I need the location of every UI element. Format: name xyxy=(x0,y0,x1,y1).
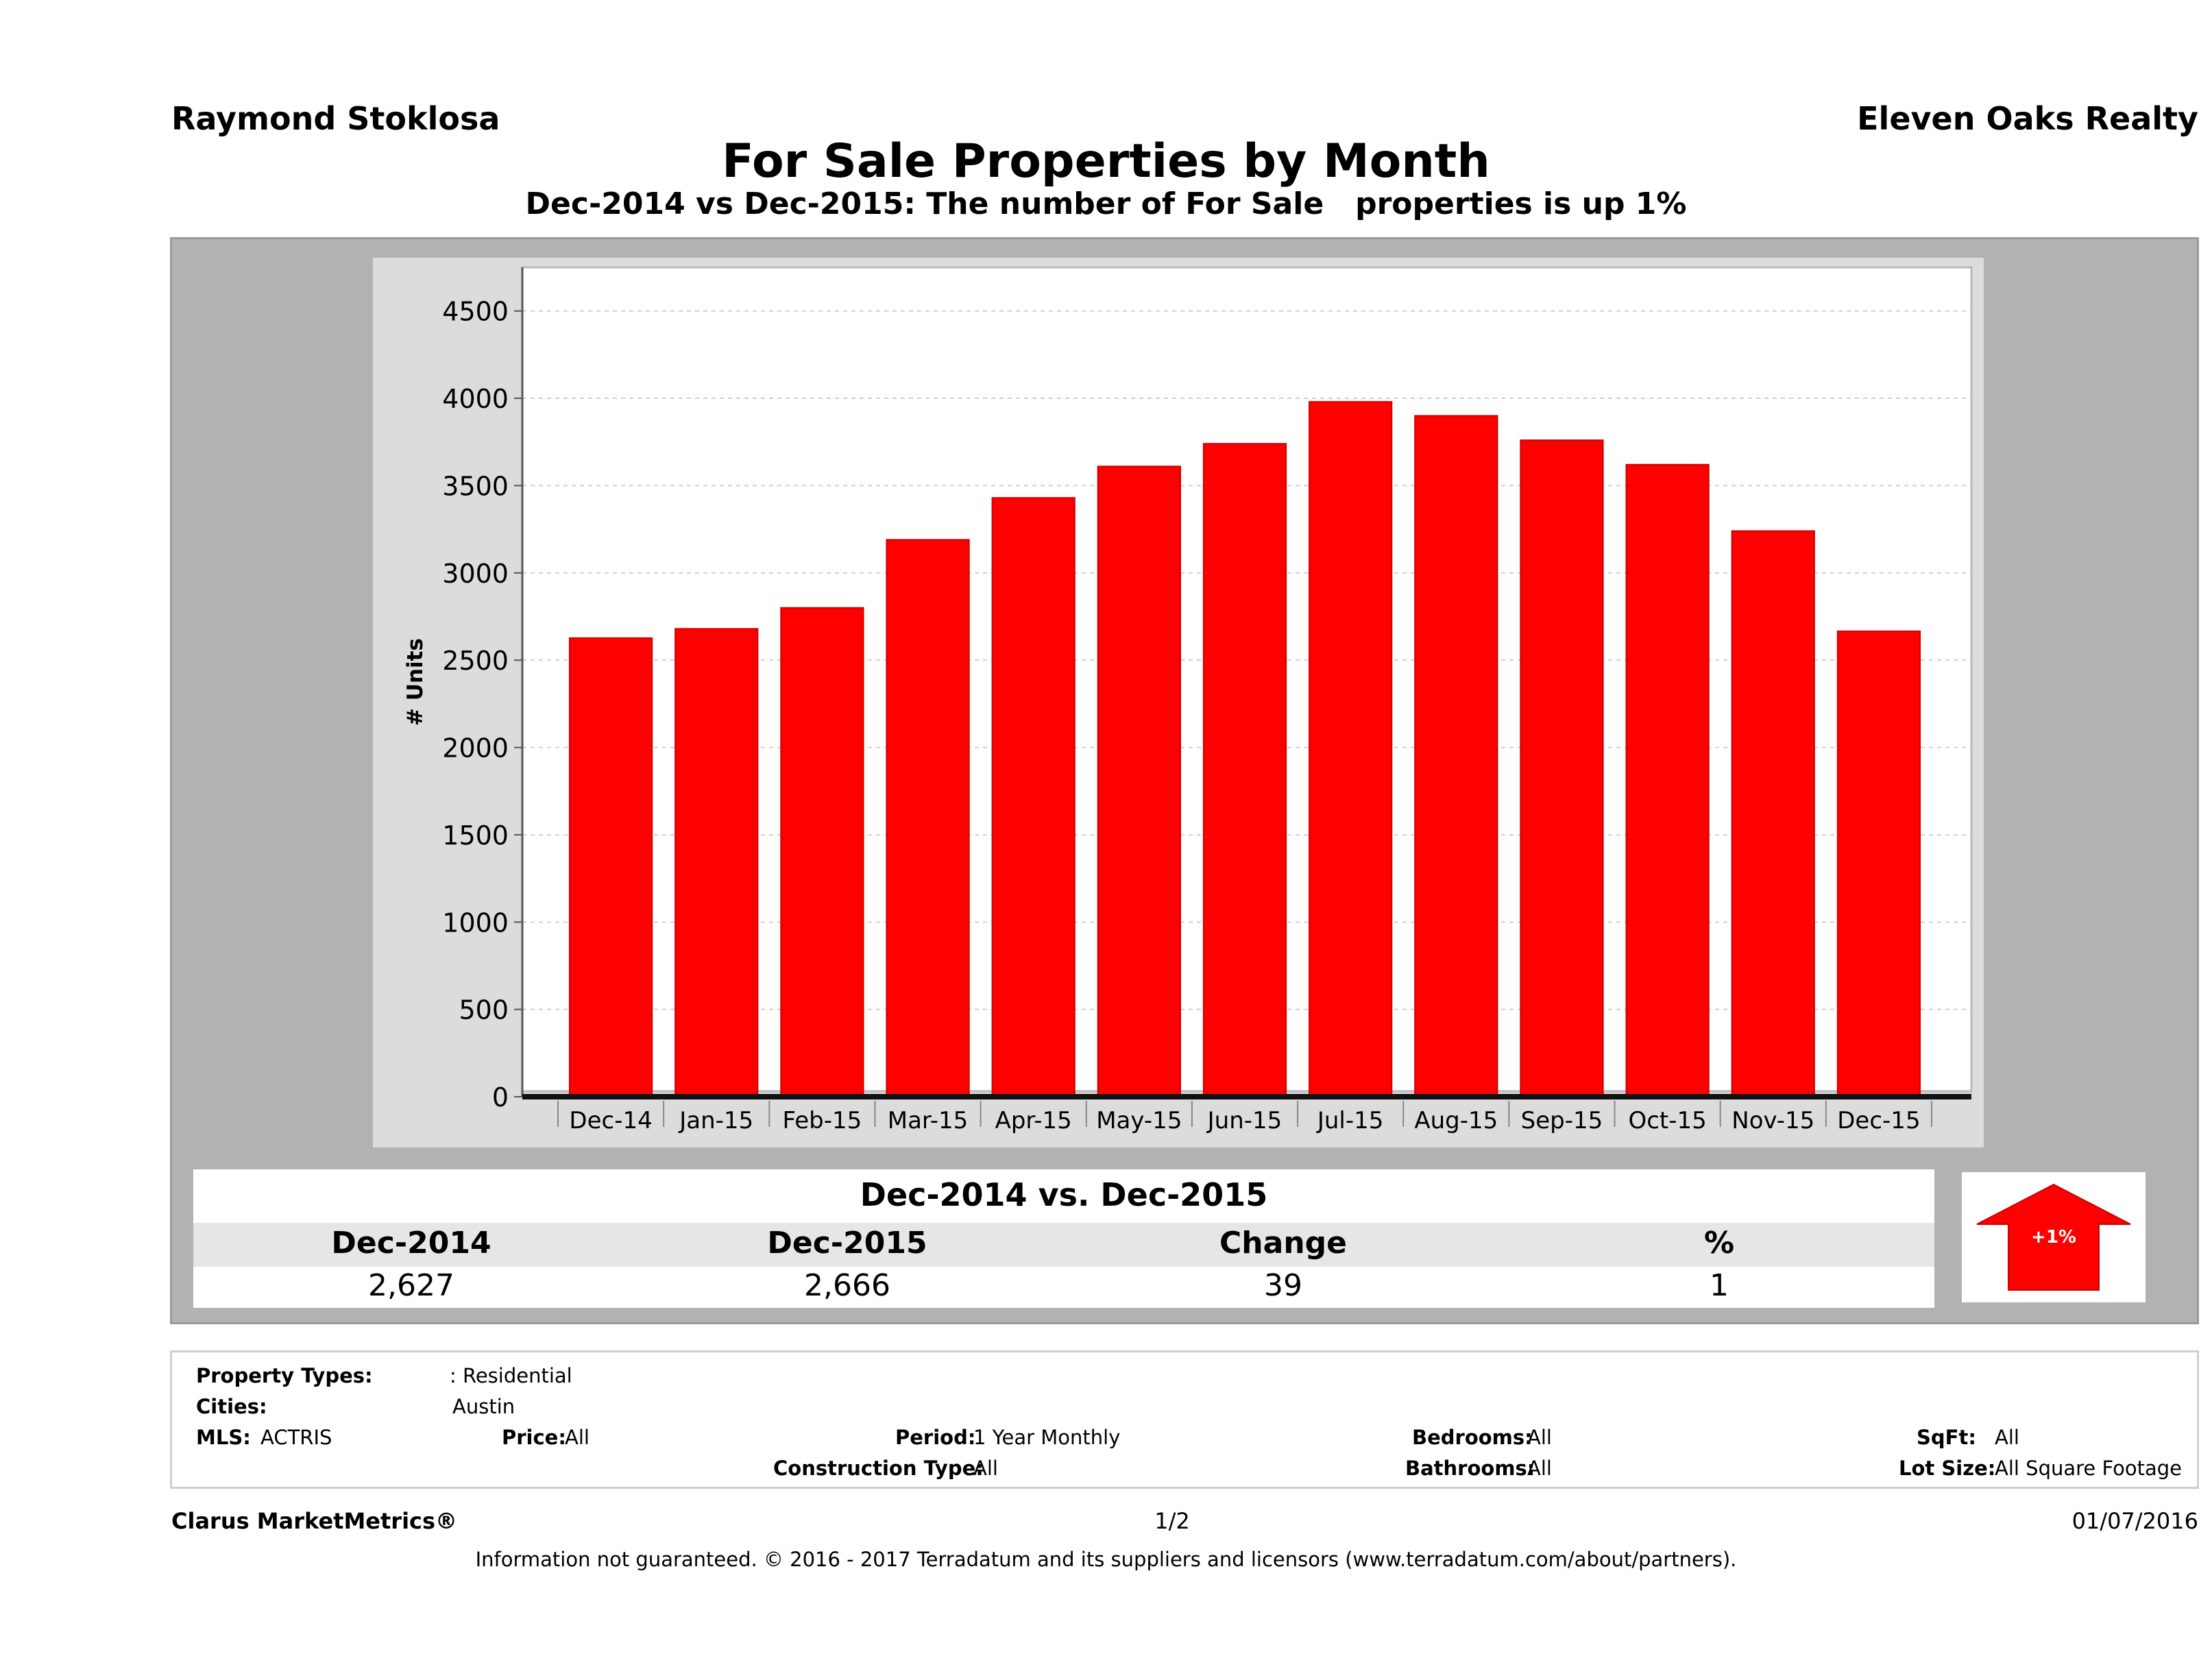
change-indicator xyxy=(1962,1172,2146,1302)
summary-value-dec2014: 2,627 xyxy=(368,1268,454,1303)
bedrooms-value: All xyxy=(1527,1426,1552,1449)
summary-header-dec2014: Dec-2014 xyxy=(331,1226,491,1261)
summary-value-percent: 1 xyxy=(1710,1268,1729,1303)
mls-value: ACTRIS xyxy=(260,1426,332,1449)
y-axis-label: # Units xyxy=(403,638,428,726)
footer-brand: Clarus MarketMetrics® xyxy=(171,1508,458,1534)
filter-criteria xyxy=(170,1350,2199,1489)
y-tick-label: 4000 xyxy=(442,384,509,414)
bar xyxy=(1836,630,1921,1097)
x-tick-label: Sep-15 xyxy=(1521,1107,1603,1134)
period-value: 1 Year Monthly xyxy=(973,1426,1121,1449)
y-tick-label: 1500 xyxy=(442,820,509,851)
bar xyxy=(1731,530,1815,1097)
lot-size-label: Lot Size: xyxy=(1899,1457,1996,1480)
y-tick-label: 1000 xyxy=(442,908,509,938)
y-tick-label: 2000 xyxy=(442,733,509,764)
price-label: Price: xyxy=(502,1426,566,1449)
y-tick-label: 500 xyxy=(459,995,509,1025)
x-tick-label: Feb-15 xyxy=(783,1107,862,1134)
agent-name: Raymond Stoklosa xyxy=(171,100,500,137)
bar xyxy=(1414,415,1498,1098)
construction-type-value: All xyxy=(973,1457,998,1480)
x-tick-label: Oct-15 xyxy=(1628,1107,1706,1134)
y-tick-label: 2500 xyxy=(442,646,509,676)
page-number: 1/2 xyxy=(1154,1508,1190,1534)
cities-value: Austin xyxy=(452,1395,515,1418)
x-tick-label: Jan-15 xyxy=(678,1107,753,1134)
summary-title: Dec-2014 vs. Dec-2015 xyxy=(860,1176,1268,1213)
bar xyxy=(1520,439,1604,1098)
price-value: All xyxy=(565,1426,590,1449)
bedrooms-label: Bedrooms: xyxy=(1412,1426,1533,1449)
bar xyxy=(780,607,864,1098)
x-tick-label: Mar-15 xyxy=(888,1107,969,1134)
x-tick-label: Nov-15 xyxy=(1731,1107,1814,1134)
bathrooms-value: All xyxy=(1527,1457,1552,1480)
property-types-label: Property Types: xyxy=(196,1364,373,1387)
bar xyxy=(1097,465,1181,1097)
x-tick-label: Dec-15 xyxy=(1837,1107,1920,1134)
report-date: 01/07/2016 xyxy=(2071,1508,2198,1534)
bar xyxy=(991,497,1075,1097)
mls-label: MLS: xyxy=(196,1426,251,1449)
bar-chart: 0 500 1000 1500 2000 2500 3000 3500 4000 4500 Dec… xyxy=(403,266,1973,1134)
bar xyxy=(674,628,759,1097)
bar xyxy=(886,539,970,1097)
summary-value-change: 39 xyxy=(1264,1268,1302,1303)
report-title: For Sale Properties by Month xyxy=(722,134,1490,189)
y-tick-label: 0 xyxy=(492,1082,509,1112)
x-tick-label: May-15 xyxy=(1096,1107,1182,1134)
x-tick-label: Jun-15 xyxy=(1206,1107,1283,1134)
summary-header-band xyxy=(193,1223,1934,1267)
summary-header-change: Change xyxy=(1219,1226,1347,1261)
x-tick-label: Dec-14 xyxy=(569,1107,652,1134)
x-tick-label: Apr-15 xyxy=(995,1107,1072,1134)
bar xyxy=(568,637,653,1097)
construction-type-label: Construction Type: xyxy=(773,1457,984,1480)
bar xyxy=(1625,463,1710,1097)
y-tick-label: 3500 xyxy=(442,471,509,501)
sqft-label: SqFt: xyxy=(1917,1426,1976,1449)
x-tick-label: Aug-15 xyxy=(1414,1107,1498,1134)
summary-header-dec2015: Dec-2015 xyxy=(767,1226,927,1261)
lot-size-value: All Square Footage xyxy=(1995,1457,2183,1480)
y-tick-label: 4500 xyxy=(442,297,509,327)
change-percent-label: +1% xyxy=(2031,1227,2076,1248)
period-label: Period: xyxy=(895,1426,976,1449)
property-types-value: : Residential xyxy=(450,1364,572,1387)
summary-value-dec2015: 2,666 xyxy=(804,1268,890,1303)
brokerage-name: Eleven Oaks Realty xyxy=(1857,100,2198,137)
bar xyxy=(1202,443,1287,1097)
x-tick-label: Jul-15 xyxy=(1316,1107,1384,1134)
summary-header-percent: % xyxy=(1703,1226,1735,1261)
bar xyxy=(1309,401,1393,1098)
bathrooms-label: Bathrooms: xyxy=(1405,1457,1535,1480)
y-tick-label: 3000 xyxy=(442,559,509,589)
up-arrow-icon xyxy=(1976,1183,2131,1291)
sqft-value: All xyxy=(1995,1426,2019,1449)
cities-label: Cities: xyxy=(196,1395,267,1418)
disclaimer: Information not guaranteed. © 2016 - 201… xyxy=(475,1548,1737,1571)
report-subtitle: Dec-2014 vs Dec-2015: The number of For … xyxy=(525,186,1687,221)
